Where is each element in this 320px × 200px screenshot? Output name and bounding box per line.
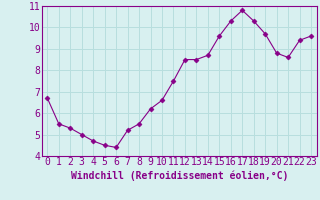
X-axis label: Windchill (Refroidissement éolien,°C): Windchill (Refroidissement éolien,°C) <box>70 170 288 181</box>
